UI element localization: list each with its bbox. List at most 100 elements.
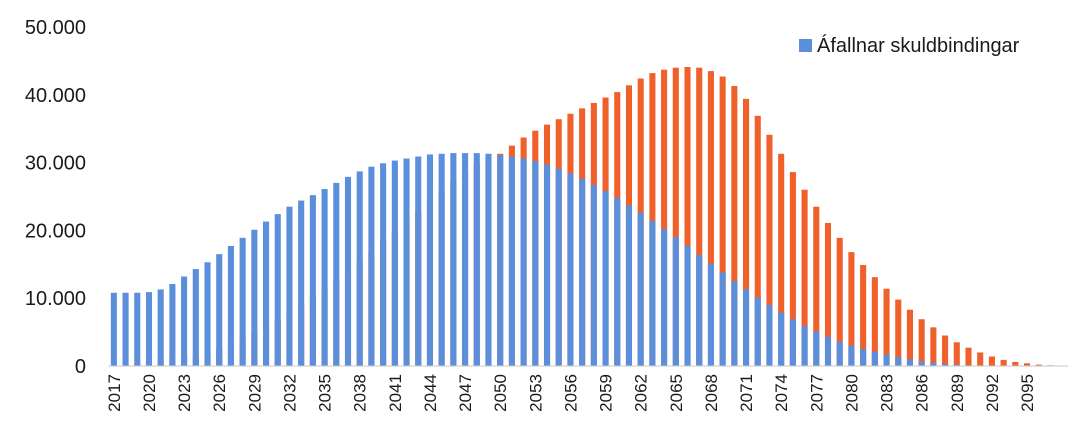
bar-series-2-2079 — [836, 237, 843, 366]
bar-series-1-2066 — [684, 245, 691, 366]
bar-series-1-2056 — [567, 173, 574, 366]
bar-series-2-2076 — [801, 189, 808, 366]
y-tick-label: 10.000 — [25, 288, 86, 310]
bar-series-1-2030 — [263, 221, 270, 366]
bar-series-1-2067 — [696, 254, 703, 366]
bar-series-1-2063 — [649, 220, 656, 366]
bar-series-1-2032 — [286, 206, 293, 366]
x-tick-label: 2044 — [421, 374, 440, 412]
bar-series-1-2088 — [942, 363, 949, 366]
bar-series-1-2071 — [743, 289, 750, 366]
bar-series-1-2059 — [602, 191, 609, 366]
bar-series-1-2052 — [520, 158, 527, 366]
bar-series-1-2047 — [462, 153, 469, 366]
bar-series-1-2054 — [543, 164, 551, 366]
bar-series-1-2027 — [227, 245, 234, 366]
bar-series-1-2037 — [344, 176, 352, 366]
bar-series-1-2040 — [380, 163, 387, 366]
bar-series-1-2075 — [789, 319, 796, 366]
bar-series-2-2092 — [988, 356, 995, 366]
bar-series-1-2073 — [766, 304, 773, 366]
bar-series-2-2075 — [789, 172, 796, 366]
bar-series-1-2060 — [614, 197, 621, 366]
bar-series-1-2039 — [368, 166, 375, 366]
x-tick-label: 2077 — [807, 374, 826, 412]
bar-series-1-2023 — [181, 276, 188, 366]
bar-series-1-2049 — [485, 153, 492, 366]
bar-series-1-2026 — [216, 254, 223, 366]
x-tick-label: 2032 — [281, 374, 300, 412]
bar-series-2-2069 — [719, 76, 726, 367]
bar-series-1-2081 — [860, 349, 867, 366]
y-tick-label: 50.000 — [25, 17, 86, 39]
bar-series-2-2063 — [649, 73, 656, 366]
bar-series-2-2070 — [731, 85, 738, 367]
bar-series-1-2072 — [754, 297, 761, 366]
bar-series-2-2067 — [696, 67, 703, 367]
bar-series-1-2044 — [426, 154, 433, 366]
bar-series-1-2087 — [930, 362, 937, 366]
x-axis-tick-labels: 2017 2020 2023 2026 2029 2032 2035 2038 2041 2044… — [105, 374, 1037, 412]
bar-series-2-2088 — [942, 335, 949, 366]
bar-series-2-2090 — [965, 347, 972, 366]
bar-series-1-2070 — [731, 281, 738, 366]
bar-series-1-2048 — [473, 153, 480, 366]
legend: Áfallnar skuldbindingar — [799, 34, 1020, 57]
bar-series-1-2036 — [333, 182, 340, 366]
x-tick-label: 2083 — [878, 374, 897, 412]
bar-series-1-2086 — [918, 361, 925, 366]
bar-series-2-2072 — [754, 115, 761, 366]
bar-series-2-2073 — [766, 134, 773, 366]
bar-series-1-2046 — [450, 153, 457, 366]
bar-series-2-2081 — [860, 264, 867, 366]
bar-series-1-2065 — [672, 237, 679, 366]
bar-series-1-2033 — [298, 200, 305, 366]
bar-series-2-2085 — [906, 309, 913, 366]
bar-series-1-2089 — [953, 364, 960, 366]
x-tick-label: 2056 — [561, 374, 580, 412]
bar-series-1-2038 — [356, 171, 363, 366]
y-tick-label: 30.000 — [25, 153, 86, 175]
bar-series-1-2077 — [813, 331, 820, 366]
bar-series-2-2083 — [883, 288, 890, 366]
x-tick-label: 2050 — [491, 374, 510, 412]
bar-series-1-2061 — [625, 205, 633, 366]
bar-series-2-2071 — [743, 98, 750, 367]
bar-series-1-2019 — [134, 292, 141, 366]
bar-series-2-2064 — [661, 69, 668, 367]
legend-label-series-1: Áfallnar skuldbindingar — [817, 34, 1020, 57]
x-tick-label: 2059 — [597, 374, 616, 412]
bar-series-1-2074 — [778, 312, 785, 366]
bar-series-1-2035 — [321, 189, 328, 366]
bar-series-1-2051 — [508, 156, 515, 366]
bar-series-1-2078 — [824, 336, 832, 366]
bar-series-1-2085 — [906, 359, 913, 366]
x-tick-label: 2020 — [140, 374, 159, 412]
x-tick-label: 2035 — [316, 374, 335, 412]
bar-series-1-2064 — [661, 229, 668, 366]
x-tick-label: 2086 — [913, 374, 932, 412]
bar-series-2-2066 — [684, 67, 691, 366]
x-tick-label: 2041 — [386, 374, 405, 412]
bar-series-2-2089 — [953, 342, 960, 366]
x-tick-label: 2071 — [737, 374, 756, 412]
bar-series-1-2083 — [883, 354, 890, 366]
bar-series-1-2076 — [801, 326, 808, 366]
bar-series-1-2042 — [403, 158, 410, 366]
bar-series-1-2079 — [836, 341, 843, 366]
bar-series-1-2055 — [555, 168, 562, 366]
bar-series-2-2077 — [813, 206, 820, 366]
bar-series-1-2058 — [590, 184, 597, 366]
legend-swatch-series-1 — [799, 39, 812, 52]
x-tick-label: 2017 — [105, 374, 124, 412]
x-tick-label: 2047 — [456, 374, 475, 412]
bar-series-1-2041 — [391, 160, 398, 366]
bar-series-2-2080 — [848, 252, 855, 366]
x-tick-label: 2068 — [702, 374, 721, 412]
x-tick-label: 2023 — [175, 374, 194, 412]
bar-series-2-2096 — [1035, 364, 1042, 366]
bar-series-1-2017 — [110, 292, 117, 366]
bar-series-1-2043 — [415, 156, 422, 366]
bar-series-2-2068 — [707, 71, 714, 366]
